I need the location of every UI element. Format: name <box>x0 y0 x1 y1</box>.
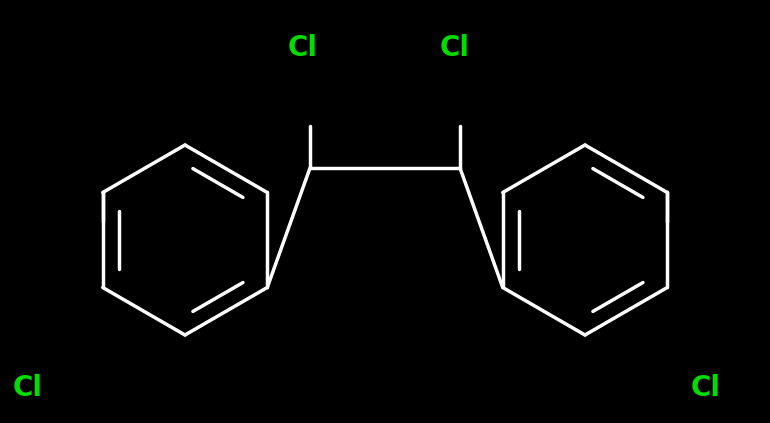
Text: Cl: Cl <box>440 34 470 62</box>
Text: Cl: Cl <box>13 374 43 402</box>
Text: Cl: Cl <box>288 34 318 62</box>
Text: Cl: Cl <box>691 374 721 402</box>
